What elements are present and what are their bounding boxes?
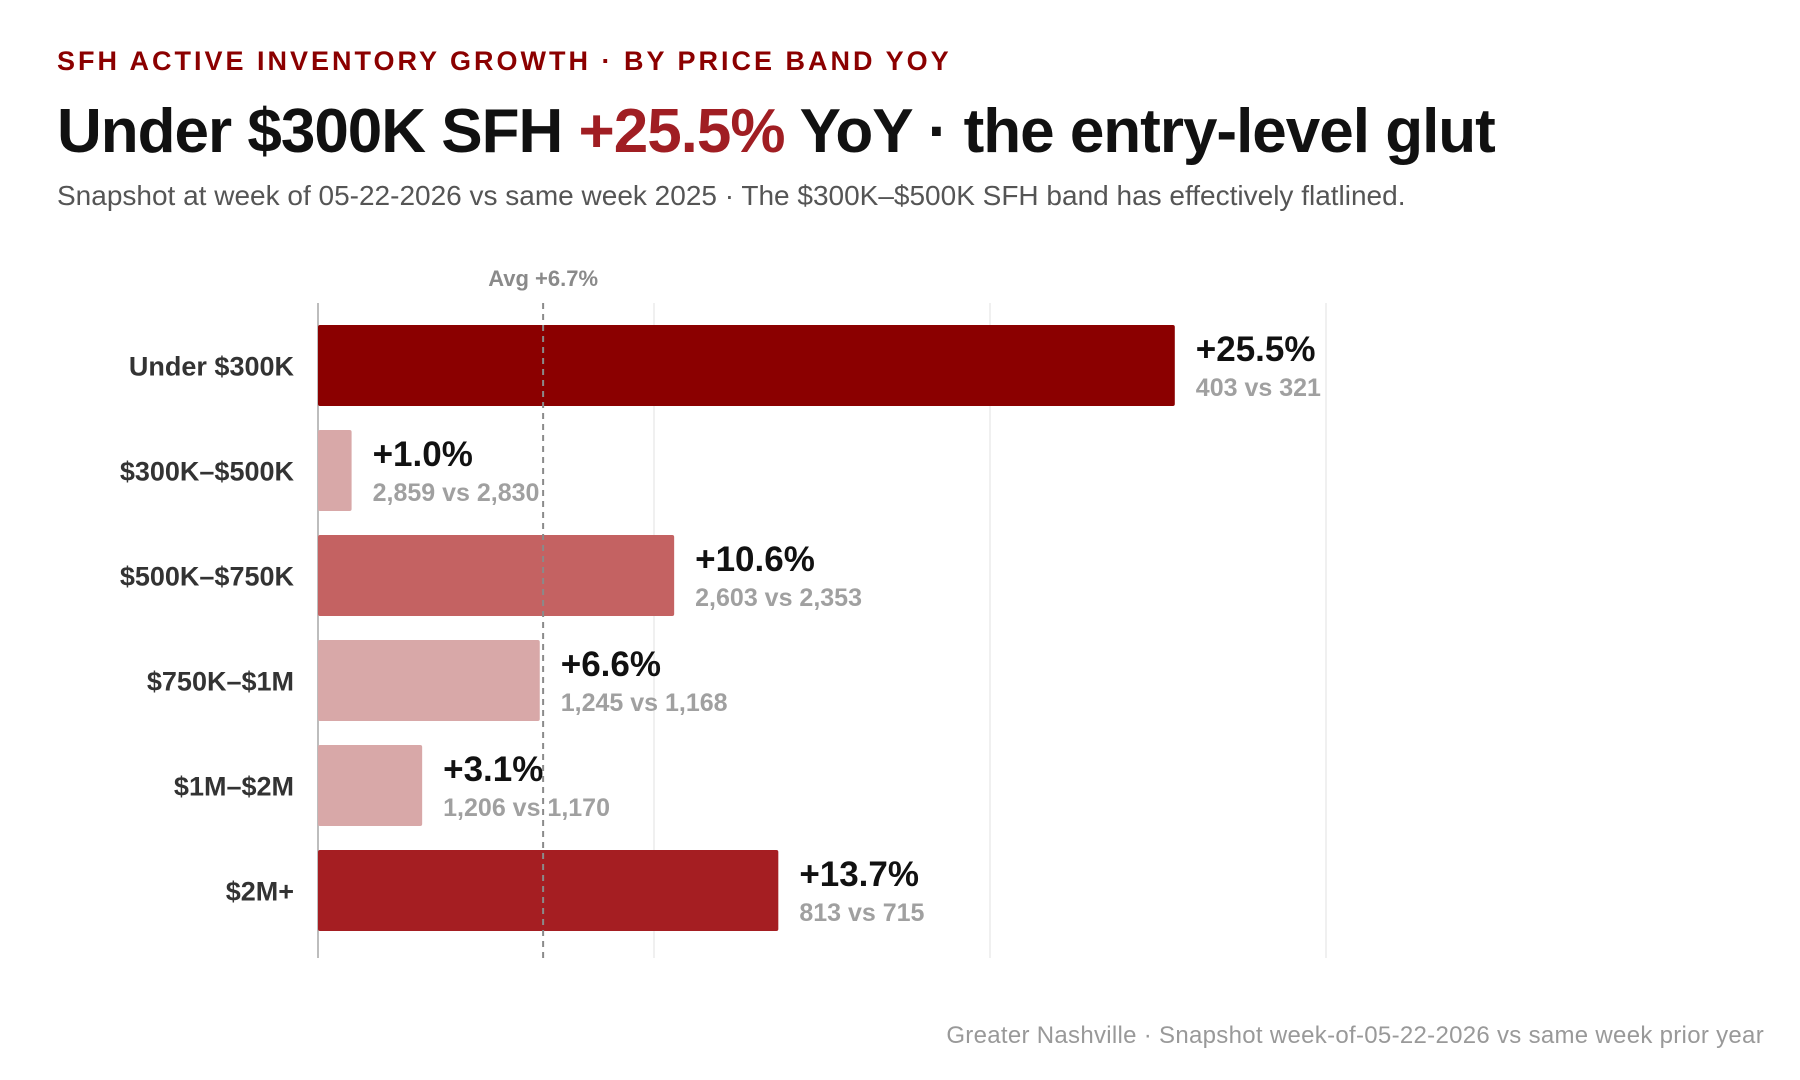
comparison-label: 1,245 vs 1,168 bbox=[561, 689, 728, 717]
category-label: $500K–$750K bbox=[120, 562, 295, 592]
value-label: +13.7% bbox=[799, 855, 919, 894]
comparison-label: 403 vs 321 bbox=[1196, 374, 1321, 402]
average-layer: Avg +6.7% bbox=[488, 266, 598, 958]
average-label: Avg +6.7% bbox=[488, 266, 598, 291]
bar bbox=[318, 430, 352, 511]
bar bbox=[318, 535, 675, 616]
chart-headline: Under $300K SFH +25.5% YoY · the entry-l… bbox=[57, 96, 1496, 167]
headline-post: YoY · the entry-level glut bbox=[784, 97, 1496, 166]
value-label: +1.0% bbox=[373, 435, 473, 474]
bar bbox=[318, 745, 423, 826]
value-label: +3.1% bbox=[443, 750, 543, 789]
bar-layer bbox=[318, 325, 1175, 931]
grid-layer bbox=[317, 303, 1327, 958]
chart-footnote: Greater Nashville · Snapshot week-of-05-… bbox=[946, 1022, 1764, 1049]
chart-subtitle: Snapshot at week of 05-22-2026 vs same w… bbox=[57, 180, 1406, 211]
comparison-label: 1,206 vs 1,170 bbox=[443, 794, 610, 822]
chart-eyebrow: SFH ACTIVE INVENTORY GROWTH · BY PRICE B… bbox=[57, 46, 952, 76]
comparison-label: 2,603 vs 2,353 bbox=[695, 584, 862, 612]
bar bbox=[318, 325, 1175, 406]
value-label: +10.6% bbox=[695, 540, 815, 579]
category-label: $1M–$2M bbox=[174, 772, 294, 802]
comparison-label: 2,859 vs 2,830 bbox=[373, 479, 540, 507]
bar bbox=[318, 640, 540, 721]
category-label: $300K–$500K bbox=[120, 457, 295, 487]
bar bbox=[318, 850, 779, 931]
comparison-label: 813 vs 715 bbox=[799, 899, 924, 927]
category-label: Under $300K bbox=[129, 352, 295, 382]
headline-highlight: +25.5% bbox=[578, 97, 786, 166]
headline-pre: Under $300K SFH bbox=[57, 97, 579, 166]
value-label: +25.5% bbox=[1196, 330, 1316, 369]
label-layer: Under $300K +25.5% 403 vs 321 $300K–$500K +1… bbox=[120, 330, 1321, 927]
category-label: $750K–$1M bbox=[147, 667, 294, 697]
category-label: $2M+ bbox=[226, 877, 294, 907]
value-label: +6.6% bbox=[561, 645, 661, 684]
